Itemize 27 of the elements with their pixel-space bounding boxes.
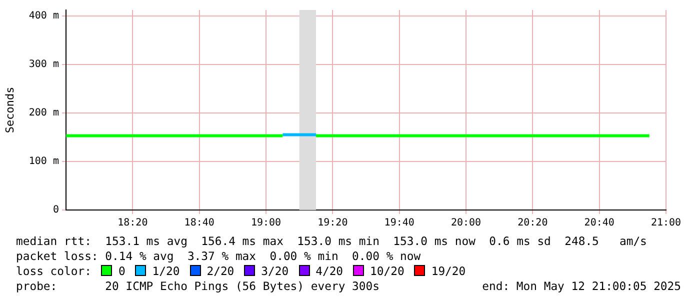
- x-tick-label: 19:00: [250, 218, 282, 229]
- x-tick-label: 20:40: [584, 218, 614, 229]
- legend-label: 19/20: [431, 264, 466, 278]
- x-tick-label: 18:40: [184, 218, 214, 229]
- y-tick-label: 400 m: [28, 10, 59, 22]
- legend-label: 0: [118, 264, 126, 278]
- legend-label: 4/20: [316, 264, 344, 278]
- x-tick-label: 19:40: [384, 218, 414, 229]
- y-axis-title: Seconds: [3, 86, 16, 134]
- y-tick-label: 0: [52, 204, 59, 216]
- legend-label: 3/20: [261, 264, 289, 278]
- y-tick-label: 200 m: [28, 108, 59, 119]
- text: median rtt: 153.1 ms avg 156.4 ms max 153.0 ms min 153.0 ms now 0.6 ms sd 248.5 am/s: [16, 234, 648, 249]
- legend-label: 2/20: [206, 264, 234, 278]
- legend-label: 10/20: [370, 264, 404, 278]
- x-tick-label: 21:00: [650, 218, 682, 229]
- x-tick-label: 19:20: [318, 218, 348, 229]
- legend-label: 1/20: [152, 264, 180, 278]
- x-tick-label: 20:20: [518, 218, 548, 229]
- text: probe: 20 ICMP Echo Pings (56 Bytes) every 300s: [16, 279, 380, 294]
- x-tick-label: 18:20: [118, 218, 148, 229]
- x-tick-label: 20:00: [450, 218, 482, 229]
- legend-title: loss color:: [16, 264, 92, 278]
- text: end: Mon May 12 21:00:05 2025: [482, 279, 681, 294]
- y-tick-label: 300 m: [28, 58, 59, 70]
- text: packet loss: 0.14 % avg 3.37 % max 0.00 % min 0.00 % now: [16, 249, 422, 264]
- y-tick-label: 100 m: [28, 156, 59, 168]
